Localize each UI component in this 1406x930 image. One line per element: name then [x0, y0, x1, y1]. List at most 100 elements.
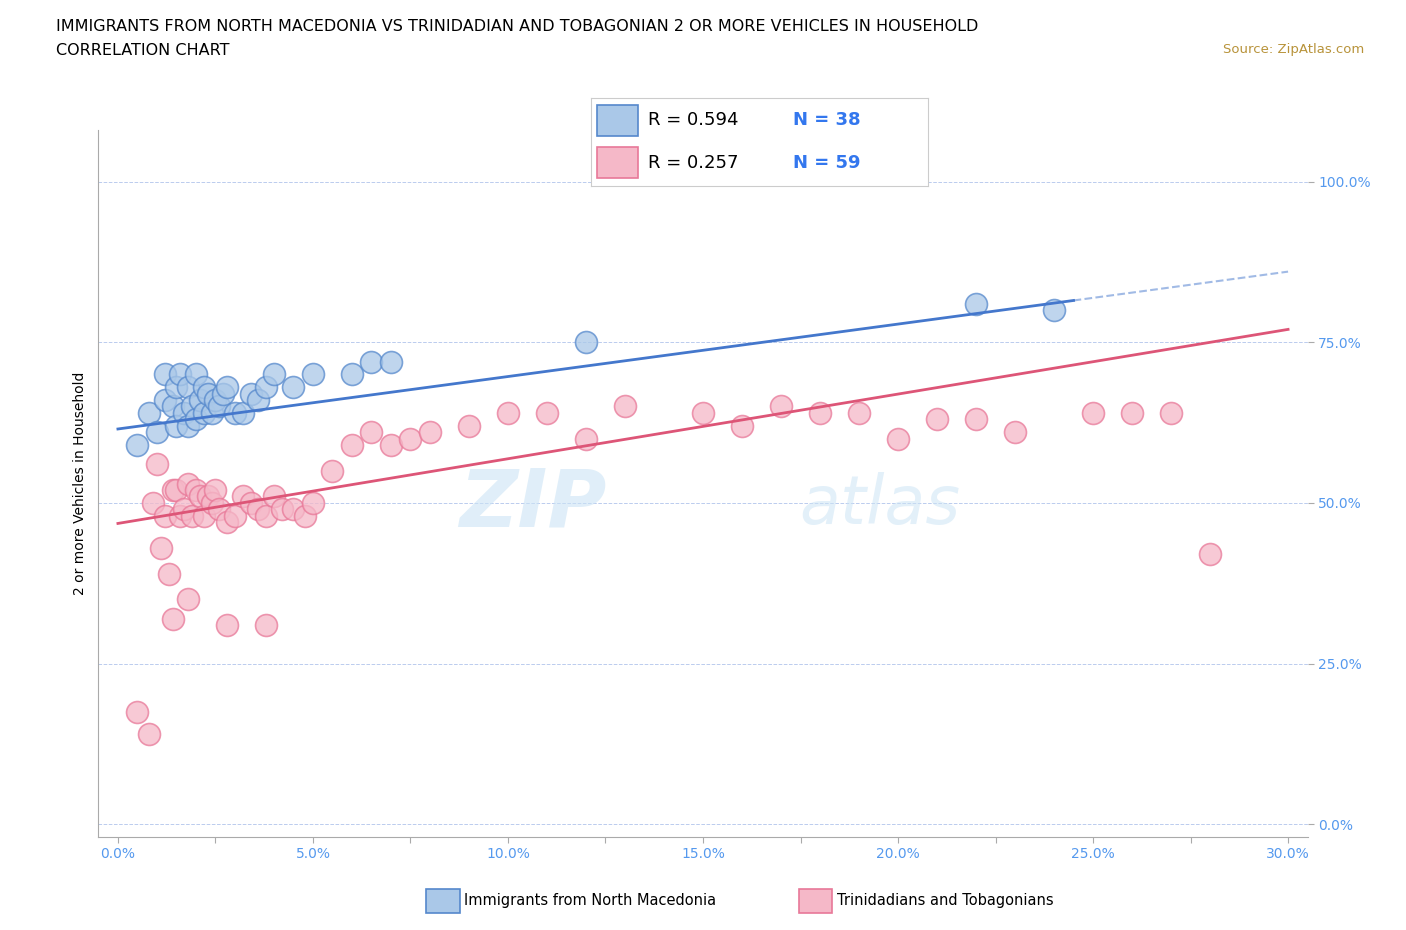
Point [204, 392, 226, 407]
Point [360, 354, 382, 369]
Point [162, 611, 184, 626]
Point [254, 509, 277, 524]
Point [169, 509, 191, 524]
Text: R = 0.257: R = 0.257 [648, 153, 738, 172]
Point [173, 405, 195, 420]
Text: N = 59: N = 59 [793, 153, 860, 172]
Text: Immigrants from North Macedonia: Immigrants from North Macedonia [464, 893, 716, 908]
Point [193, 509, 215, 524]
Point [254, 618, 277, 632]
Point [270, 502, 292, 517]
Point [232, 405, 254, 420]
Point [614, 399, 637, 414]
Point [283, 502, 305, 517]
Point [224, 509, 246, 524]
Point [224, 405, 246, 420]
Point [127, 438, 149, 453]
Text: Trinidadians and Tobagonians: Trinidadians and Tobagonians [837, 893, 1053, 908]
Point [165, 379, 187, 394]
Point [217, 379, 239, 394]
Point [340, 438, 363, 453]
Point [138, 726, 160, 741]
Y-axis label: 2 or more Vehicles in Household: 2 or more Vehicles in Household [73, 372, 87, 595]
Point [239, 386, 262, 401]
Point [458, 418, 481, 433]
Point [1004, 425, 1026, 440]
Point [254, 379, 277, 394]
Point [380, 354, 402, 369]
Point [162, 483, 184, 498]
Text: ZIP: ZIP [458, 466, 606, 544]
Point [731, 418, 754, 433]
Point [263, 489, 285, 504]
Point [181, 399, 204, 414]
Point [157, 566, 180, 581]
Point [263, 367, 285, 382]
FancyBboxPatch shape [598, 147, 638, 178]
Point [247, 502, 270, 517]
Point [419, 425, 441, 440]
Point [360, 425, 382, 440]
Point [575, 335, 598, 350]
Point [177, 476, 200, 491]
Point [173, 502, 195, 517]
Point [146, 425, 169, 440]
Point [808, 405, 831, 420]
Point [165, 483, 187, 498]
FancyBboxPatch shape [598, 105, 638, 136]
Point [127, 704, 149, 719]
Point [925, 412, 948, 427]
Point [239, 496, 262, 511]
Point [208, 399, 231, 414]
Point [177, 379, 200, 394]
Point [165, 418, 187, 433]
Point [496, 405, 519, 420]
Point [1160, 405, 1182, 420]
Point [153, 367, 176, 382]
Point [200, 496, 222, 511]
Point [232, 489, 254, 504]
Point [965, 297, 987, 312]
Point [212, 386, 235, 401]
Text: CORRELATION CHART: CORRELATION CHART [56, 43, 229, 58]
Point [177, 591, 200, 606]
Point [153, 509, 176, 524]
Point [197, 489, 219, 504]
Text: N = 38: N = 38 [793, 112, 860, 129]
Point [769, 399, 792, 414]
Point [181, 509, 204, 524]
Point [204, 483, 226, 498]
Point [162, 399, 184, 414]
Point [208, 502, 231, 517]
Point [184, 412, 207, 427]
Text: Source: ZipAtlas.com: Source: ZipAtlas.com [1223, 43, 1364, 56]
Point [302, 367, 325, 382]
Point [142, 496, 165, 511]
Point [536, 405, 558, 420]
Point [965, 412, 987, 427]
Point [197, 386, 219, 401]
Point [193, 405, 215, 420]
Point [200, 405, 222, 420]
Point [184, 367, 207, 382]
Text: R = 0.594: R = 0.594 [648, 112, 738, 129]
Point [177, 418, 200, 433]
Point [848, 405, 870, 420]
Point [399, 432, 422, 446]
Point [138, 405, 160, 420]
Point [302, 496, 325, 511]
Point [887, 432, 910, 446]
Point [184, 483, 207, 498]
Point [149, 540, 172, 555]
Text: atlas: atlas [800, 472, 960, 538]
Point [169, 367, 191, 382]
Point [217, 514, 239, 529]
Point [283, 379, 305, 394]
Point [321, 463, 343, 478]
Point [340, 367, 363, 382]
Point [217, 618, 239, 632]
Point [1081, 405, 1104, 420]
Point [294, 509, 316, 524]
Point [380, 438, 402, 453]
Point [1043, 302, 1066, 317]
